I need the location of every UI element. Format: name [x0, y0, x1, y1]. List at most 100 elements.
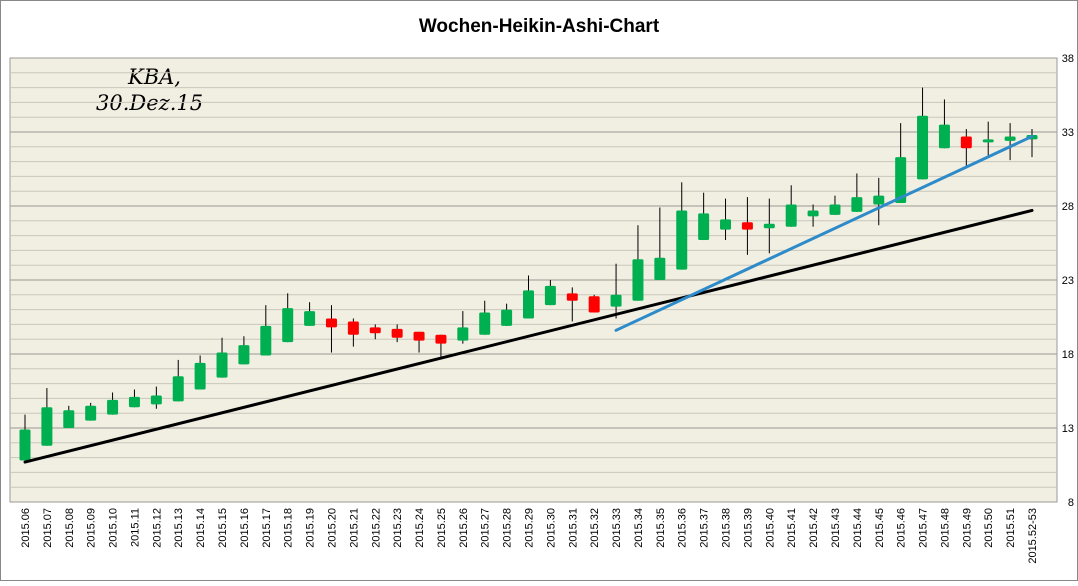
x-tick-label: 2015.43 — [830, 508, 842, 548]
candle-body — [632, 259, 644, 301]
candle-body — [479, 312, 491, 335]
x-tick-label: 2015.29 — [524, 508, 536, 548]
x-tick-label: 2015.13 — [173, 508, 185, 548]
x-tick-label: 2015.27 — [480, 508, 492, 548]
y-tick-label: 28 — [1062, 201, 1074, 213]
candle-body — [63, 410, 75, 428]
candle-body — [698, 213, 710, 241]
candle-body — [194, 362, 206, 390]
x-tick-label: 2015.49 — [961, 508, 973, 548]
candle-body — [654, 257, 666, 280]
x-tick-label: 2015.36 — [677, 508, 689, 548]
x-tick-label: 2015.24 — [414, 508, 426, 548]
x-tick-label: 2015.17 — [261, 508, 273, 548]
x-tick-label: 2015.25 — [436, 508, 448, 548]
x-tick-label: 2015.48 — [939, 508, 951, 548]
candle-body — [19, 429, 31, 461]
x-tick-label: 2015.28 — [502, 508, 514, 548]
candle-body — [720, 219, 732, 230]
x-tick-label: 2015.50 — [983, 508, 995, 548]
candle-body — [588, 296, 600, 313]
x-tick-label: 2015.33 — [611, 508, 623, 548]
candle-body — [282, 308, 294, 343]
candle-body — [523, 290, 534, 319]
candle-body — [917, 115, 929, 180]
candle-body — [457, 327, 469, 341]
x-tick-label: 2015.09 — [86, 508, 98, 548]
candle-body — [873, 195, 885, 205]
candle-body — [895, 157, 907, 204]
x-tick-label: 2015.18 — [283, 508, 295, 548]
candle-body — [829, 204, 841, 215]
y-tick-label: 33 — [1062, 127, 1074, 139]
candle-body — [785, 204, 797, 227]
candle-body — [325, 318, 337, 328]
x-tick-label: 2015.22 — [370, 508, 382, 548]
x-tick-label: 2015.11 — [129, 508, 141, 547]
x-tick-label: 2015.07 — [42, 508, 54, 548]
candle-body — [260, 325, 272, 356]
candle-body — [676, 210, 688, 270]
candle-body — [763, 223, 775, 229]
x-tick-label: 2015.14 — [195, 508, 207, 548]
candle-body — [544, 285, 556, 306]
y-tick-label: 18 — [1062, 349, 1074, 361]
x-tick-label: 2015.21 — [348, 508, 360, 548]
candle-body — [741, 222, 753, 230]
x-tick-label: 2015.39 — [742, 508, 754, 548]
candle-body — [216, 352, 228, 378]
y-tick-label: 38 — [1062, 53, 1074, 65]
candle-body — [851, 197, 863, 212]
x-tick-label: 2015.47 — [918, 508, 930, 548]
candle-body — [391, 328, 403, 338]
x-tick-label: 2015.06 — [20, 508, 32, 548]
candle-body — [369, 327, 381, 334]
candle-body — [172, 376, 184, 402]
x-tick-label: 2015.45 — [874, 508, 886, 548]
x-tick-label: 2015.19 — [305, 508, 317, 548]
candle-body — [501, 309, 513, 326]
annotation: KBA, — [127, 65, 181, 89]
x-tick-label: 2015.15 — [217, 508, 229, 548]
x-tick-label: 2015.44 — [852, 508, 864, 548]
x-tick-label: 2015.34 — [633, 508, 645, 548]
x-tick-label: 2015.51 — [1005, 508, 1017, 548]
x-tick-label: 2015.08 — [64, 508, 76, 548]
candle-body — [982, 139, 994, 143]
x-tick-label: 2015.16 — [239, 508, 251, 548]
candle-body — [1004, 136, 1016, 141]
y-tick-label: 8 — [1068, 497, 1074, 509]
candle-body — [128, 396, 140, 408]
candle-body — [566, 293, 578, 301]
y-tick-label: 13 — [1062, 423, 1074, 435]
x-tick-label: 2015.42 — [808, 508, 820, 548]
x-tick-label: 2015.26 — [458, 508, 470, 548]
candle-body — [304, 311, 316, 326]
candle-body — [85, 405, 97, 421]
annotation: 30.Dez.15 — [96, 91, 203, 115]
x-tick-label: 2015.40 — [764, 508, 776, 548]
candle-body — [150, 395, 162, 405]
candle-body — [413, 331, 425, 341]
candle-body — [41, 407, 53, 446]
x-tick-label: 2015.41 — [786, 508, 798, 548]
x-tick-label: 2015.23 — [392, 508, 404, 548]
candle-body — [610, 294, 622, 307]
candle-body — [347, 321, 359, 335]
x-tick-label: 2015.37 — [699, 508, 711, 548]
x-tick-label: 2015.32 — [589, 508, 601, 548]
x-tick-label: 2015.38 — [721, 508, 733, 548]
candle-body — [938, 124, 950, 149]
trendline — [614, 134, 1034, 332]
x-tick-label: 2015.20 — [326, 508, 338, 548]
trendline — [23, 208, 1034, 464]
x-tick-label: 2015.46 — [896, 508, 908, 548]
y-tick-label: 23 — [1062, 275, 1074, 287]
x-tick-label: 2015.10 — [108, 508, 120, 548]
candle-body — [238, 345, 250, 365]
x-tick-label: 2015.31 — [567, 508, 579, 548]
candle-body — [807, 210, 819, 217]
x-tick-label: 2015.30 — [545, 508, 557, 548]
x-tick-label: 2015.12 — [151, 508, 163, 548]
